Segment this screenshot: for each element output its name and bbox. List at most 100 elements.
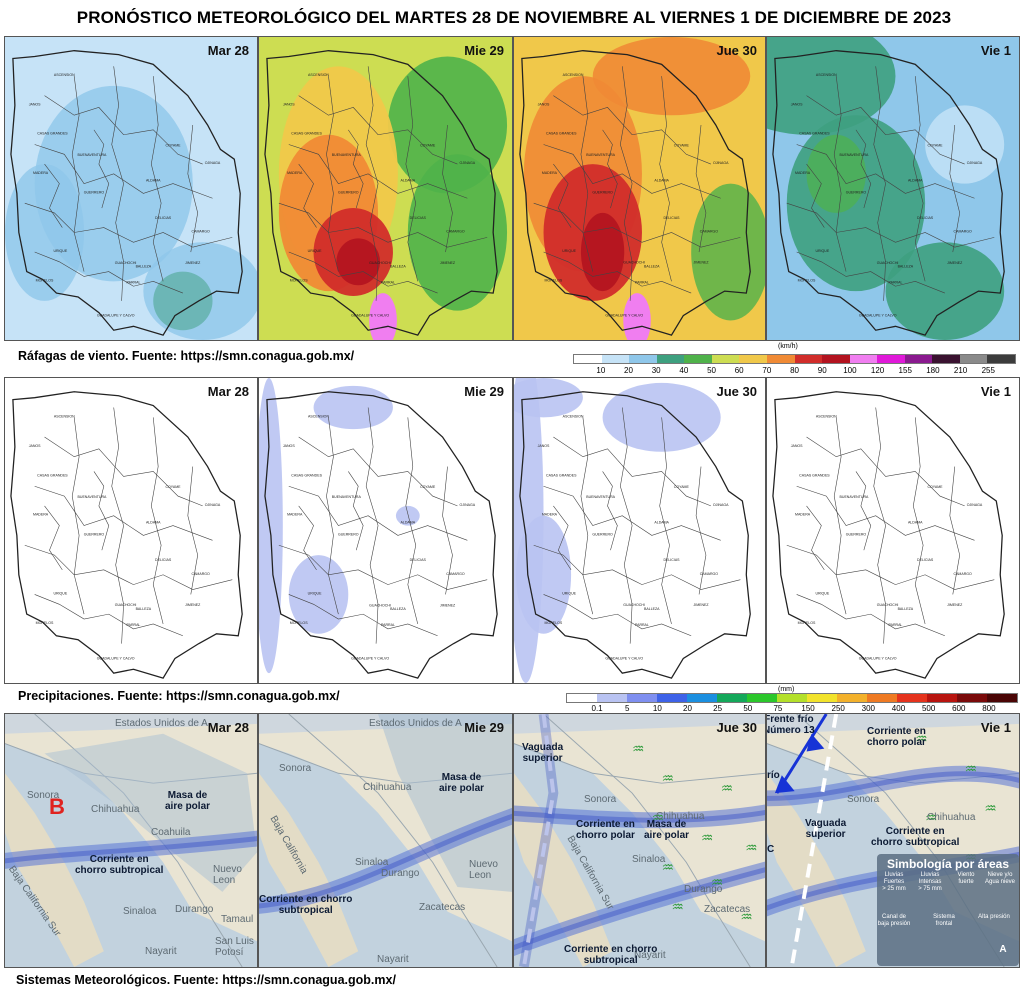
state-outline [519,391,751,679]
rain-map-day-1: ASCENSION JANOS CASAS GRANDES BUENAVENTURA C… [4,377,258,684]
systems-label-chihuahua: Chihuahua [91,804,140,815]
municipality-label: CASAS GRANDES [799,473,830,477]
municipality-label: COYAME [420,143,436,147]
systems-label-sonora: Sonora [584,794,617,805]
municipality-label: ASCENSION [54,73,75,77]
municipality-label: ALDAMA [401,179,416,183]
scale-tick-label: 50 [707,366,716,375]
day-label: Mar 28 [207,43,249,58]
municipality-label: MORELOS [290,278,308,282]
municipality-label: JIMENEZ [693,603,709,607]
scale-tick-label: 150 [801,704,815,713]
scale-color-swatch [684,355,712,363]
municipality-boundary [553,436,711,507]
municipality-label: URIQUE [815,591,829,595]
municipality-label: OJINAGA [713,161,729,165]
scale-color-swatch [849,355,878,363]
usa-area [767,714,1019,734]
symbology-legend: Simbología por áreas Lluvias Fuertes > 25… [877,854,1019,966]
systems-label-polar-jet: Corriente en chorro polar [576,819,635,841]
municipality-label: BUENAVENTURA [840,153,869,157]
systems-label-trough: Vaguada superior [522,742,564,764]
scale-color-swatch [927,694,957,702]
wind-gust-area [407,154,508,311]
wind-map-day-4: ASCENSION JANOS CASAS GRANDES BUENAVENTURA C… [766,36,1020,341]
municipality-label: URIQUE [53,249,67,253]
systems-label-sinaloa: Sinaloa [355,857,389,868]
map-canvas: ASCENSION JANOS CASAS GRANDES BUENAVENTURA C… [767,378,1019,683]
municipality-boundary [365,66,379,301]
municipality-boundary [44,505,63,571]
municipality-label: OJINAGA [205,503,221,507]
strong-wind-icon: ♒ [915,732,927,748]
map-canvas: ASCENSION JANOS CASAS GRANDES BUENAVENTURA C… [259,378,512,683]
municipality-boundary [620,407,633,644]
systems-label-polar: Masa de aire polar [439,772,485,794]
municipality-label: COYAME [674,485,690,489]
municipality-label: BALLEZA [136,265,152,269]
state-outline [519,50,751,336]
scale-tick-label: 80 [790,366,799,375]
systems-label-jet: Corriente en chorro subtropical [259,894,353,916]
systems-label-cut-c: C [767,844,775,855]
municipality-boundary [796,594,945,637]
municipality-label: GUERRERO [846,532,867,536]
scale-color-swatch [837,694,867,702]
systems-label-sonora: Sonora [279,763,312,774]
scale-color-swatch [877,355,905,363]
scale-color-swatch [739,355,767,363]
municipality-label: GUADALUPE Y CALVO [351,314,389,318]
municipality-label: DELICIAS [410,216,427,220]
scale-color-swatch [687,694,717,702]
scale-color-swatch [867,694,897,702]
legend-item-label: Viento fuerte [957,872,975,885]
scale-color-swatch [807,694,837,702]
state-outline [10,391,243,679]
map-canvas: ♒ ♒ ♒ ♒ ♒ ♒ ♒ ♒ ♒ ♒ [514,714,765,967]
municipality-boundary [695,466,707,595]
low-pressure-symbol: B [49,794,65,819]
municipality-boundary [288,594,438,637]
municipality-label: MADERA [33,171,49,175]
municipality-label: GUERRERO [592,190,613,194]
usa-area [514,714,765,734]
state-outline [772,391,1005,679]
municipality-label: DELICIAS [917,558,934,562]
scale-tick-label: 600 [952,704,966,713]
municipality-boundary [187,124,199,253]
upper-trough-line [521,714,556,967]
systems-label-polar-jet: Corriente en chorro polar [867,726,926,748]
wind-gust-area [925,105,1005,184]
municipality-label: GUACHOCHI [369,261,391,265]
scale-color-swatch [987,355,1015,363]
municipality-label: URIQUE [308,591,322,595]
municipality-label: PARRAL [889,623,903,627]
municipality-label: BUENAVENTURA [586,495,615,499]
systems-label-country: Estados Unidos de A [369,718,462,729]
state-outline [264,391,498,679]
municipality-label: BUENAVENTURA [586,153,615,157]
systems-label-nuevo-leon: Nuevo Leon [469,859,498,881]
municipality-label: MADERA [795,171,811,175]
municipality-boundary [796,485,975,541]
municipality-label: COYAME [420,485,436,489]
systems-map-day-2: Mie 29 Estados Unidos de A Sonora Chihuahua… [258,713,513,968]
municipality-label: JIMENEZ [947,603,963,607]
cold-front-triangle [774,775,795,794]
municipality-label: CAMARGO [192,572,211,576]
municipality-label: GUACHOCHI [115,261,137,265]
municipality-boundary [580,417,594,615]
municipality-label: URIQUE [562,591,576,595]
municipality-boundary [326,76,339,272]
usa-area [5,714,257,734]
municipality-boundary [442,124,453,253]
municipality-label: GUACHOCHI [623,603,645,607]
wind-gust-area [806,134,866,213]
municipality-boundary [833,417,847,615]
municipality-label: JIMENEZ [947,261,963,265]
scale-tick-label: 50 [743,704,753,713]
municipality-label: GUERRERO [338,190,359,194]
scale-tick-label: 75 [773,704,783,713]
precipitation-area [515,515,572,634]
